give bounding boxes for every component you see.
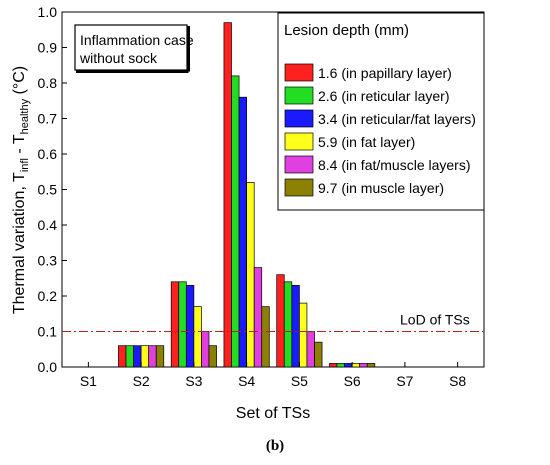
y-axis-title-mid: - T (11, 134, 28, 158)
y-tick-label: 0.8 (38, 75, 58, 91)
y-tick-label: 0.5 (38, 182, 58, 198)
annotation-text: Inflammation case without sock (79, 32, 194, 66)
bars-group (118, 22, 376, 368)
bar (170, 281, 180, 368)
bar (253, 267, 263, 368)
bar (283, 281, 293, 368)
bar (140, 345, 150, 368)
legend-label: 9.7 (in muscle layer) (318, 180, 444, 196)
figure-caption: (b) (265, 438, 285, 454)
legend-title: Lesion depth (mm) (284, 22, 409, 39)
y-tick-label: 0.4 (38, 217, 58, 233)
y-tick-label: 0.3 (38, 253, 58, 269)
bar (125, 345, 134, 368)
bar (329, 363, 338, 368)
y-axis-title-sub1: infl (19, 158, 31, 172)
annotation-line: Inflammation case (80, 32, 194, 48)
legend-swatch (284, 132, 314, 151)
bar (238, 96, 247, 368)
legend-label: 1.6 (in papillary layer) (318, 65, 452, 81)
x-tick-label: S6 (344, 373, 361, 389)
bar (201, 331, 210, 368)
annotation-box: Inflammation case without sock (74, 24, 194, 73)
bar (359, 363, 368, 368)
y-tick-label: 0.0 (38, 359, 58, 375)
y-tick-label: 0.1 (38, 324, 58, 340)
y-axis: 0.0 0.1 0.2 0.3 0.4 0.5 0.6 0.7 0.8 0.9 1.0 (38, 4, 67, 375)
legend-label: 3.4 (in reticular/fat layers) (318, 111, 476, 127)
bar (246, 182, 255, 368)
legend-swatch (284, 86, 314, 105)
y-axis-title: Thermal variation, Tinfl - Thealthy (°C) (11, 66, 31, 314)
bar (118, 345, 127, 368)
legend-swatch (284, 155, 314, 174)
legend-items: 1.6 (in papillary layer) 2.6 (in reticula… (284, 63, 476, 197)
bar (185, 285, 195, 368)
x-tick-label: S1 (80, 373, 97, 389)
bar (223, 22, 232, 368)
y-axis-title-main: Thermal variation, T (11, 172, 28, 314)
x-tick-label: S4 (238, 373, 255, 389)
y-tick-label: 0.6 (38, 146, 58, 162)
legend-swatch (284, 109, 314, 128)
bar (314, 341, 323, 368)
bar (148, 345, 157, 368)
bar (231, 75, 240, 368)
bar (336, 363, 345, 368)
legend: Lesion depth (mm) 1.6 (in papillary laye… (277, 12, 485, 211)
bar (193, 306, 202, 368)
bar (133, 345, 142, 368)
x-tick-label: S2 (133, 373, 150, 389)
x-axis: S1 S2 S3 S4 S5 S6 S7 S8 (80, 362, 466, 389)
bar-chart: 0.0 0.1 0.2 0.3 0.4 0.5 0.6 0.7 0.8 0.9 1.0 S1 S2 S3… (11, 4, 485, 422)
bar (178, 281, 187, 368)
bar (306, 331, 315, 368)
y-tick-label: 0.7 (38, 111, 58, 127)
y-tick-label: 1.0 (38, 4, 58, 20)
x-axis-title: Set of TSs (236, 405, 310, 422)
bar (276, 274, 285, 368)
legend-swatch (284, 178, 314, 197)
bar (208, 345, 217, 368)
y-tick-label: 0.9 (38, 40, 58, 56)
bar (344, 363, 353, 368)
x-tick-label: S5 (291, 373, 308, 389)
legend-label: 8.4 (in fat/muscle layers) (318, 157, 471, 173)
legend-swatch (284, 63, 314, 82)
y-axis-title-unit: (°C) (11, 66, 28, 99)
legend-label: 2.6 (in reticular layer) (318, 88, 450, 104)
y-tick-label: 0.2 (38, 288, 58, 304)
lod-label: LoD of TSs (400, 312, 470, 328)
bar (261, 306, 270, 368)
y-axis-title-sub2: healthy (19, 98, 31, 134)
legend-label: 5.9 (in fat layer) (318, 134, 415, 150)
bar (351, 363, 361, 368)
x-tick-label: S7 (396, 373, 413, 389)
bar (299, 302, 308, 368)
annotation-line: without sock (79, 50, 158, 66)
bar (291, 285, 300, 368)
x-tick-label: S8 (449, 373, 466, 389)
bar (155, 345, 165, 368)
x-tick-label: S3 (185, 373, 202, 389)
bar (366, 363, 376, 368)
